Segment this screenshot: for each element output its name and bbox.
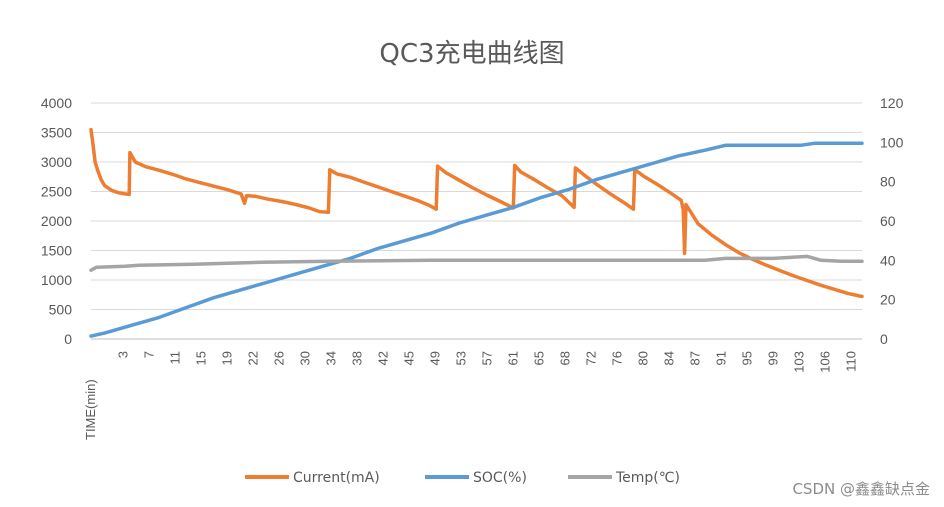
left-axis: 0 500 1000 1500 2000 2500 3000 3500 4000 (41, 95, 72, 347)
chart-title: QC3充电曲线图 (379, 39, 564, 69)
x-tick-label: 53 (454, 351, 469, 365)
left-tick-label: 3500 (41, 125, 72, 141)
legend: Current(mA) SOC(%) Temp(℃) (245, 470, 680, 486)
x-axis-title: TIME(min) (83, 379, 98, 440)
right-tick-label: 60 (880, 213, 896, 229)
right-tick-label: 20 (880, 292, 896, 308)
right-tick-label: 100 (880, 134, 904, 150)
left-tick-label: 1000 (41, 272, 72, 288)
x-tick-label: 84 (662, 351, 677, 365)
x-tick-label: 22 (246, 351, 261, 365)
x-tick-label: 42 (376, 351, 391, 365)
legend-label: SOC(%) (473, 470, 527, 486)
x-tick-label: 65 (532, 351, 547, 365)
legend-label: Temp(℃) (615, 470, 680, 486)
x-tick-label: 110 (844, 351, 859, 372)
x-tick-label: 103 (792, 351, 807, 373)
x-tick-label: 68 (558, 351, 573, 365)
x-tick-label: 15 (194, 351, 209, 365)
x-tick-label: 3 (116, 351, 131, 358)
x-tick-label: 106 (818, 351, 833, 373)
x-tick-label: 7 (142, 351, 157, 358)
x-tick-label: 30 (298, 351, 313, 365)
x-tick-label: 11 (168, 351, 183, 365)
left-tick-label: 3000 (41, 154, 72, 170)
series-lines (89, 127, 864, 338)
x-tick-label: 19 (220, 351, 235, 365)
x-tick-label: 80 (636, 351, 651, 365)
left-tick-label: 500 (49, 302, 73, 318)
x-tick-label: 72 (584, 351, 599, 365)
left-tick-label: 1500 (41, 243, 72, 259)
x-axis: 3 7 11 15 19 22 26 30 34 38 42 45 49 53 57 61 65 68 72 76 80… (91, 338, 862, 373)
left-tick-label: 4000 (41, 95, 72, 111)
series-line (89, 254, 864, 272)
x-tick-label: 45 (402, 351, 417, 365)
right-tick-label: 40 (880, 252, 896, 268)
left-tick-label: 2000 (41, 213, 72, 229)
x-tick-label: 87 (688, 351, 703, 365)
x-tick-label: 95 (740, 351, 755, 365)
x-tick-label: 76 (610, 351, 625, 365)
x-tick-label: 26 (272, 351, 287, 365)
right-axis: 0 20 40 60 80 100 120 (880, 95, 904, 347)
right-tick-label: 0 (880, 331, 888, 347)
right-tick-label: 80 (880, 174, 896, 190)
x-tick-label: 99 (766, 351, 781, 365)
x-tick-label: 34 (324, 351, 339, 365)
left-tick-label: 0 (64, 331, 72, 347)
x-tick-label: 91 (714, 351, 729, 365)
watermark: CSDN @鑫鑫缺点金 (792, 480, 930, 498)
left-tick-label: 2500 (41, 184, 72, 200)
legend-label: Current(mA) (293, 470, 380, 486)
x-tick-label: 61 (506, 351, 521, 365)
gridlines (91, 102, 862, 310)
right-tick-label: 120 (880, 95, 904, 111)
x-tick-label: 38 (350, 351, 365, 365)
series-line (89, 127, 864, 299)
x-tick-label: 49 (428, 351, 443, 365)
x-tick-label: 57 (480, 351, 495, 365)
series-line (89, 141, 864, 338)
